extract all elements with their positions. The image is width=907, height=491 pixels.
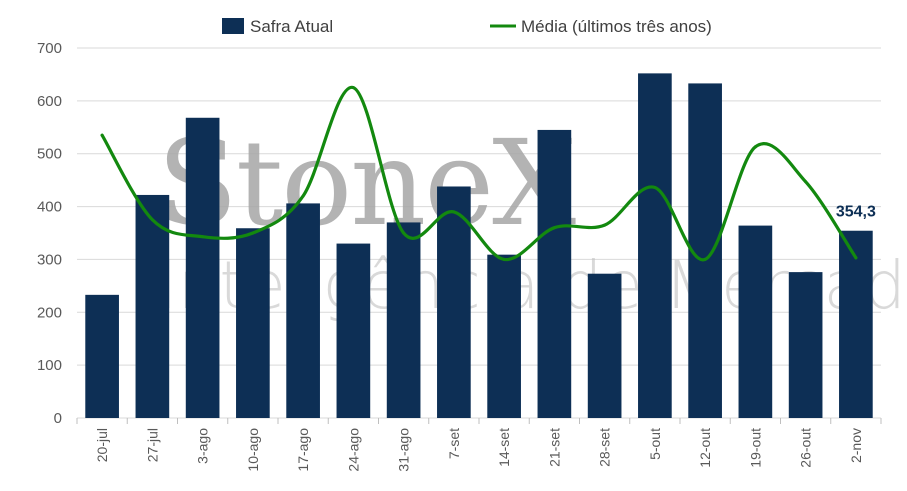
legend-label-media: Média (últimos três anos) <box>521 17 712 36</box>
line-series <box>100 85 858 262</box>
y-tick-label: 500 <box>37 146 62 163</box>
bar-24-ago <box>336 243 371 418</box>
x-tick-label-19-out: 19-out <box>747 428 763 468</box>
line-point-7-set <box>452 210 456 214</box>
bar-20-jul <box>85 294 119 418</box>
line-point-17-ago <box>301 194 305 198</box>
x-tick-label-28-set: 28-set <box>597 428 613 467</box>
line-point-2-nov <box>854 256 858 260</box>
x-tick-label-5-out: 5-out <box>647 428 663 460</box>
x-tick-label-20-jul: 20-jul <box>94 428 110 462</box>
bar-17-ago <box>286 203 320 418</box>
line-point-27-jul <box>150 218 154 222</box>
y-tick-label: 400 <box>37 199 62 216</box>
x-tick-label-26-out: 26-out <box>798 428 814 468</box>
legend: Safra Atual Média (últimos três anos) <box>222 17 712 36</box>
bar-7-set <box>437 186 471 418</box>
bar-5-out <box>638 73 672 418</box>
line-point-26-out <box>804 180 808 184</box>
line-point-20-jul <box>100 133 104 137</box>
line-point-5-out <box>653 186 657 190</box>
line-point-10-ago <box>251 231 255 235</box>
bar-2-nov <box>839 230 873 418</box>
bar-28-set <box>587 273 622 418</box>
bar-14-set <box>487 254 521 418</box>
x-tick-label-2-nov: 2-nov <box>848 428 864 463</box>
line-media <box>100 85 858 262</box>
bar-series <box>85 73 873 419</box>
bar-19-out <box>738 225 773 418</box>
x-tick-label-17-ago: 17-ago <box>295 428 311 472</box>
line-point-3-ago <box>201 235 205 239</box>
x-tick-label-12-out: 12-out <box>697 428 713 468</box>
y-tick-label: 300 <box>37 251 62 268</box>
watermark: StoneX Inteligência de Mercado <box>157 114 907 324</box>
line-point-21-set <box>552 226 556 230</box>
bar-3-ago <box>185 117 220 419</box>
bar-12-out <box>688 83 722 419</box>
line-point-24-ago <box>351 86 355 90</box>
y-tick-label: 200 <box>37 304 62 321</box>
x-tick-label-3-ago: 3-ago <box>195 428 211 464</box>
bar-10-ago <box>236 228 270 418</box>
data-labels: 354,3 <box>836 204 876 221</box>
data-label-2-nov: 354,3 <box>836 204 876 221</box>
x-tick-label-27-jul: 27-jul <box>144 428 160 462</box>
bar-27-jul <box>135 194 170 418</box>
y-tick-label: 700 <box>37 40 62 57</box>
x-axis-ticks: 20-jul 27-jul 3-ago 10-ago 17-ago 24-ago 31-ag… <box>76 418 882 472</box>
bar-26-out <box>788 272 823 418</box>
watermark-brand: StoneX <box>157 114 576 252</box>
line-point-19-out <box>753 145 757 149</box>
bar-21-set <box>537 129 572 418</box>
y-tick-label: 600 <box>37 93 62 110</box>
y-axis-ticks: 0 100 200 300 400 500 600 700 <box>37 40 62 427</box>
x-tick-label-21-set: 21-set <box>546 428 562 467</box>
y-tick-label: 100 <box>37 357 62 374</box>
x-tick-label-31-ago: 31-ago <box>396 428 412 472</box>
legend-label-safra-atual: Safra Atual <box>250 17 333 36</box>
bar-31-ago <box>386 222 421 418</box>
legend-swatch-safra-atual <box>222 18 244 34</box>
x-tick-label-7-set: 7-set <box>446 428 462 459</box>
watermark-tagline: Inteligência de Mercado <box>158 247 907 324</box>
y-tick-label: 0 <box>54 410 62 427</box>
line-point-28-set <box>603 223 607 227</box>
line-point-14-set <box>502 257 506 261</box>
x-tick-label-24-ago: 24-ago <box>345 428 361 472</box>
line-point-12-out <box>703 257 707 261</box>
x-tick-label-10-ago: 10-ago <box>245 428 261 472</box>
line-point-31-ago <box>402 231 406 235</box>
x-tick-label-14-set: 14-set <box>496 428 512 467</box>
